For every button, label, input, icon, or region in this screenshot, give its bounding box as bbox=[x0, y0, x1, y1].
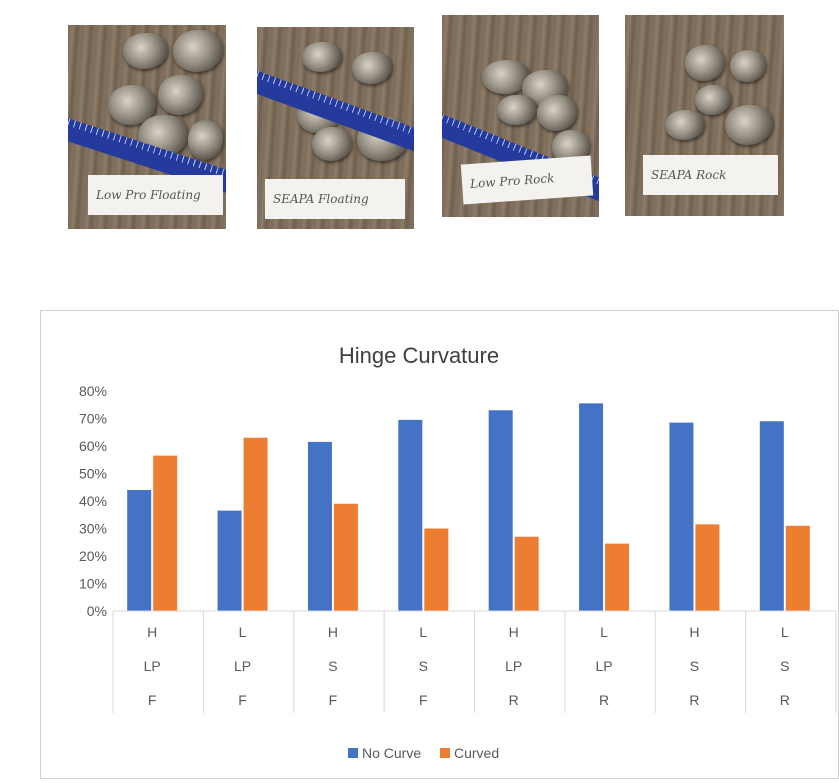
x-tick-label: H bbox=[509, 624, 519, 640]
photo-caption: SEAPA Floating bbox=[265, 179, 405, 219]
photo-seapa-floating: SEAPA Floating bbox=[257, 27, 414, 229]
x-tick-label: S bbox=[419, 658, 428, 674]
bar-no-curve bbox=[127, 490, 152, 611]
y-tick-label: 60% bbox=[79, 438, 107, 454]
bar-curved bbox=[785, 525, 810, 611]
photo-seapa-rock: SEAPA Rock bbox=[625, 15, 784, 216]
x-tick-label: LP bbox=[144, 658, 161, 674]
y-tick-label: 50% bbox=[79, 466, 107, 482]
bar-no-curve bbox=[759, 421, 784, 611]
bar-curved bbox=[153, 455, 178, 611]
x-tick-label: F bbox=[329, 692, 338, 708]
y-tick-label: 10% bbox=[79, 576, 107, 592]
bar-curved bbox=[333, 503, 358, 611]
x-tick-label: R bbox=[689, 692, 699, 708]
photo-lowpro-rock: Low Pro Rock bbox=[442, 15, 599, 217]
x-tick-label: R bbox=[509, 692, 519, 708]
bar-no-curve bbox=[398, 419, 423, 611]
x-tick-label: R bbox=[599, 692, 609, 708]
x-tick-label: S bbox=[328, 658, 337, 674]
legend-swatch bbox=[440, 748, 450, 758]
x-tick-label: L bbox=[781, 624, 789, 640]
bar-curved bbox=[243, 437, 268, 611]
legend-label: No Curve bbox=[362, 745, 421, 761]
x-tick-label: H bbox=[147, 624, 157, 640]
x-tick-label: L bbox=[239, 624, 247, 640]
y-tick-label: 30% bbox=[79, 521, 107, 537]
bar-no-curve bbox=[579, 403, 604, 611]
y-tick-label: 0% bbox=[87, 603, 107, 619]
bar-no-curve bbox=[669, 422, 694, 611]
chart-legend: No Curve Curved bbox=[348, 745, 499, 761]
bar-no-curve bbox=[488, 410, 513, 611]
y-tick-label: 70% bbox=[79, 411, 107, 427]
bar-curved bbox=[695, 524, 720, 611]
y-tick-label: 80% bbox=[79, 383, 107, 399]
x-tick-label: H bbox=[689, 624, 699, 640]
bar-no-curve bbox=[217, 510, 242, 611]
x-tick-label: S bbox=[690, 658, 699, 674]
y-tick-label: 40% bbox=[79, 493, 107, 509]
chart-title: Hinge Curvature bbox=[339, 343, 499, 368]
x-tick-label: F bbox=[419, 692, 428, 708]
x-tick-label: S bbox=[780, 658, 789, 674]
photo-lowpro-floating: Low Pro Floating bbox=[68, 25, 226, 229]
photo-caption: Low Pro Floating bbox=[88, 175, 223, 215]
bar-no-curve bbox=[307, 441, 332, 611]
x-tick-label: F bbox=[238, 692, 247, 708]
photo-caption: Low Pro Rock bbox=[460, 155, 594, 205]
x-tick-label: LP bbox=[234, 658, 251, 674]
bar-curved bbox=[605, 543, 630, 611]
x-tick-label: R bbox=[780, 692, 790, 708]
x-tick-label: L bbox=[600, 624, 608, 640]
hinge-curvature-chart: Hinge Curvature 0% 10% 20% 30% 40% 50% 60% 70% 8… bbox=[79, 343, 837, 761]
x-tick-label: LP bbox=[596, 658, 613, 674]
chart-frame: Hinge Curvature 0% 10% 20% 30% 40% 50% 60% 70% 8… bbox=[40, 310, 839, 779]
x-tick-label: F bbox=[148, 692, 157, 708]
y-tick-label: 20% bbox=[79, 548, 107, 564]
photo-caption: SEAPA Rock bbox=[643, 155, 778, 195]
x-tick-label: LP bbox=[505, 658, 522, 674]
x-tick-label: H bbox=[328, 624, 338, 640]
legend-label: Curved bbox=[454, 745, 499, 761]
x-tick-label: L bbox=[419, 624, 427, 640]
bar-curved bbox=[424, 528, 449, 611]
bar-curved bbox=[514, 536, 539, 611]
legend-swatch bbox=[348, 748, 358, 758]
